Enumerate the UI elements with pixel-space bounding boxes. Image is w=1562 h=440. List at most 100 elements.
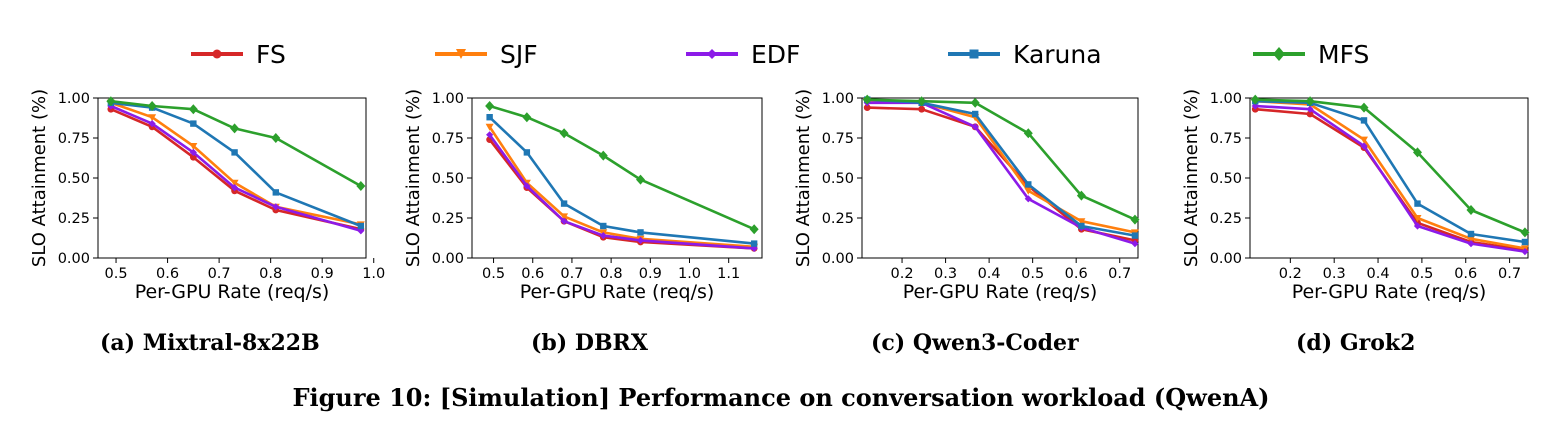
- x-axis-label: Per-GPU Rate (req/s): [135, 281, 330, 303]
- data-point-mfs: [188, 104, 198, 115]
- data-point-karuna: [637, 229, 644, 236]
- legend-swatch-mfs: [1253, 47, 1305, 61]
- series-line-karuna: [110, 101, 362, 228]
- data-point-karuna: [1025, 181, 1032, 188]
- x-tick-label: 0.3: [934, 266, 957, 282]
- legend-marker-mfs: [1273, 47, 1285, 61]
- data-point-karuna: [1467, 230, 1475, 238]
- x-tick-label: 0.6: [521, 266, 544, 282]
- x-tick-label: 0.2: [891, 266, 914, 282]
- series-line-edf: [867, 101, 1136, 245]
- data-point-edf: [971, 123, 979, 131]
- series-line-sjf: [867, 99, 1136, 234]
- series-line-karuna: [1255, 99, 1526, 244]
- data-point-mfs: [862, 94, 872, 105]
- data-point-edf: [1413, 222, 1422, 230]
- data-point-fs: [918, 105, 926, 113]
- data-point-mfs: [1250, 94, 1260, 105]
- x-tick-label: 0.5: [1410, 266, 1433, 282]
- x-axis-label: Per-GPU Rate (req/s): [1292, 281, 1487, 303]
- x-tick-label: 0.5: [482, 266, 505, 282]
- data-point-mfs: [636, 174, 646, 185]
- data-point-edf: [636, 236, 645, 244]
- x-tick-label: 0.7: [208, 266, 231, 282]
- data-point-sjf: [1413, 215, 1422, 222]
- data-point-sjf: [1360, 136, 1369, 144]
- data-point-edf: [1306, 105, 1314, 113]
- y-axis-label: SLO Attainment (%): [793, 89, 814, 267]
- x-tick-label: 0.7: [1498, 266, 1521, 282]
- chart-panel-b: 0.00 0.25 0.50 0.75 1.00 0.5 0.6 0.7 0.8 0.9 1.0 1.…: [403, 89, 763, 303]
- x-tick-label: 0.3: [1323, 266, 1346, 282]
- legend-marker-karuna: [969, 49, 979, 59]
- series-line-fs: [867, 106, 1136, 242]
- data-point-sjf: [189, 143, 198, 150]
- x-tick-label: 0.5: [1021, 266, 1044, 282]
- data-point-edf: [1131, 240, 1139, 248]
- data-point-edf: [523, 182, 531, 190]
- data-point-karuna: [971, 110, 979, 118]
- data-point-sjf: [230, 179, 239, 187]
- data-point-mfs: [356, 181, 366, 191]
- data-point-mfs: [106, 96, 116, 107]
- y-axis-label: SLO Attainment (%): [1181, 89, 1202, 267]
- plot-frame: [861, 97, 1139, 259]
- data-point-karuna: [560, 200, 568, 207]
- data-point-sjf: [1077, 218, 1086, 226]
- data-point-karuna: [272, 189, 280, 196]
- data-point-edf: [599, 232, 607, 240]
- y-tick-label: 0.00: [432, 251, 464, 267]
- data-point-mfs: [485, 101, 495, 111]
- data-point-edf: [486, 131, 494, 139]
- x-axis-label: Per-GPU Rate (req/s): [903, 281, 1098, 303]
- data-point-edf: [148, 120, 156, 128]
- data-point-sjf: [148, 114, 157, 122]
- series-line-edf: [488, 134, 755, 250]
- data-point-fs: [863, 104, 871, 111]
- y-tick-label: 0.00: [1210, 251, 1242, 267]
- y-tick-label: 0.25: [822, 211, 854, 227]
- y-tick-label: 0.75: [822, 131, 854, 147]
- chart-panel-a: 0.00 0.25 0.50 0.75 1.00 0.5 0.6 0.7 0.8 0.9 1.0 Pe…: [29, 89, 385, 303]
- x-tick-label: 1.0: [678, 266, 701, 282]
- x-tick-label: 0.5: [105, 266, 128, 282]
- y-tick-label: 1.00: [58, 91, 90, 107]
- data-point-mfs: [1076, 190, 1086, 201]
- series-line-karuna: [867, 98, 1136, 237]
- y-tick-label: 0.75: [432, 131, 464, 147]
- legend-swatch-karuna: [948, 49, 1000, 59]
- series-line-karuna: [488, 116, 755, 245]
- x-tick-label: 1.1: [717, 266, 740, 282]
- data-point-edf: [189, 148, 197, 156]
- legend-item-mfs: MFS: [1252, 34, 1369, 74]
- data-point-mfs: [522, 112, 532, 123]
- x-tick-label: 0.6: [1454, 266, 1477, 282]
- data-point-karuna: [1414, 200, 1421, 207]
- y-tick-label: 0.00: [58, 251, 90, 267]
- legend-swatch-sjf: [435, 49, 487, 59]
- legend-label-fs: FS: [256, 39, 286, 69]
- data-point-mfs: [598, 150, 608, 161]
- series-line-fs: [110, 108, 362, 231]
- y-tick-label: 1.00: [1210, 91, 1242, 107]
- data-point-karuna: [1521, 238, 1529, 246]
- x-tick-label: 0.7: [560, 266, 583, 282]
- data-point-edf: [1024, 195, 1032, 203]
- x-tick-label: 0.2: [1279, 266, 1302, 282]
- legend-swatch-edf: [686, 49, 738, 59]
- x-tick-label: 0.9: [311, 266, 334, 282]
- y-tick-label: 0.50: [432, 171, 464, 187]
- series-line-sjf: [1255, 99, 1526, 250]
- data-point-karuna: [190, 120, 197, 127]
- x-tick-label: 0.6: [1065, 266, 1088, 282]
- y-tick-label: 0.75: [1210, 131, 1242, 147]
- data-point-mfs: [271, 133, 281, 143]
- x-tick-label: 0.6: [156, 266, 179, 282]
- data-point-edf: [357, 227, 365, 235]
- data-point-mfs: [147, 101, 157, 111]
- data-point-karuna: [523, 149, 531, 156]
- data-point-mfs: [1413, 147, 1423, 158]
- data-point-sjf: [1024, 187, 1033, 195]
- data-point-sjf: [560, 213, 569, 221]
- data-point-fs: [1306, 110, 1314, 118]
